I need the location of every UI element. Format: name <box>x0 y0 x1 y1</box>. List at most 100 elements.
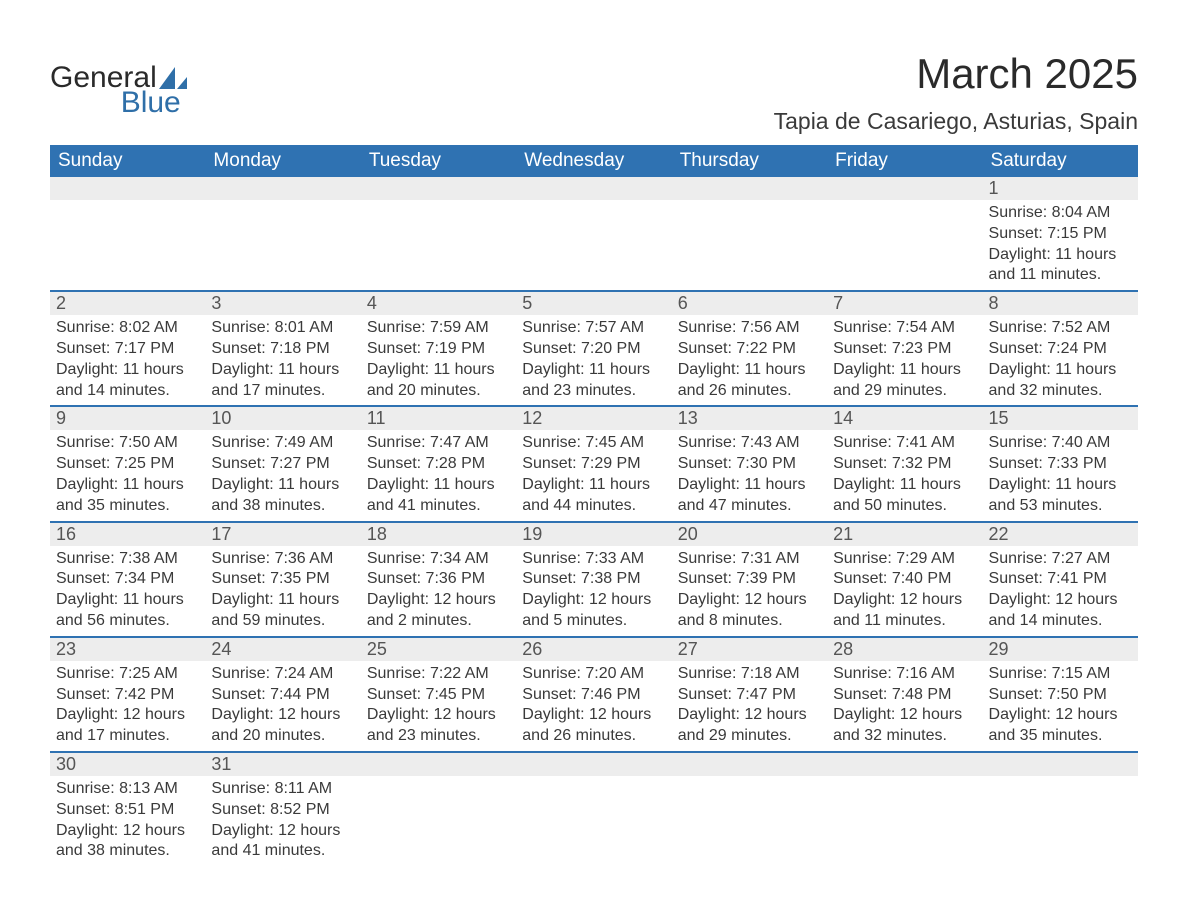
day-number-cell: 17 <box>205 522 360 546</box>
page-title: March 2025 <box>774 50 1138 98</box>
day-detail-cell: Sunrise: 7:15 AMSunset: 7:50 PMDaylight:… <box>983 661 1138 752</box>
sunset-line: Sunset: 7:44 PM <box>211 685 354 706</box>
sunset-line: Sunset: 7:41 PM <box>989 569 1132 590</box>
sunrise-line: Sunrise: 7:27 AM <box>989 549 1132 570</box>
weekday-header: Friday <box>827 145 982 177</box>
daylight-line: Daylight: 11 hours and 20 minutes. <box>367 360 510 402</box>
day-number-cell: 20 <box>672 522 827 546</box>
day-number-cell <box>361 177 516 200</box>
day-number-cell: 25 <box>361 637 516 661</box>
sunrise-line: Sunrise: 7:41 AM <box>833 433 976 454</box>
day-content-row: Sunrise: 8:04 AMSunset: 7:15 PMDaylight:… <box>50 200 1138 291</box>
daylight-line: Daylight: 12 hours and 38 minutes. <box>56 821 199 863</box>
sunset-line: Sunset: 7:48 PM <box>833 685 976 706</box>
day-number-cell: 31 <box>205 752 360 776</box>
daylight-line: Daylight: 11 hours and 11 minutes. <box>989 245 1132 287</box>
sunset-line: Sunset: 7:42 PM <box>56 685 199 706</box>
day-number-cell: 1 <box>983 177 1138 200</box>
sunset-line: Sunset: 7:18 PM <box>211 339 354 360</box>
day-detail-cell: Sunrise: 7:33 AMSunset: 7:38 PMDaylight:… <box>516 546 671 637</box>
daylight-line: Daylight: 11 hours and 38 minutes. <box>211 475 354 517</box>
daylight-line: Daylight: 11 hours and 41 minutes. <box>367 475 510 517</box>
day-detail-cell: Sunrise: 7:47 AMSunset: 7:28 PMDaylight:… <box>361 430 516 521</box>
sunrise-line: Sunrise: 7:54 AM <box>833 318 976 339</box>
sunset-line: Sunset: 7:28 PM <box>367 454 510 475</box>
day-number-row: 23242526272829 <box>50 637 1138 661</box>
day-detail-cell: Sunrise: 7:34 AMSunset: 7:36 PMDaylight:… <box>361 546 516 637</box>
day-detail-cell: Sunrise: 7:22 AMSunset: 7:45 PMDaylight:… <box>361 661 516 752</box>
day-number-cell: 21 <box>827 522 982 546</box>
sunset-line: Sunset: 7:17 PM <box>56 339 199 360</box>
sunset-line: Sunset: 7:38 PM <box>522 569 665 590</box>
day-detail-cell: Sunrise: 7:20 AMSunset: 7:46 PMDaylight:… <box>516 661 671 752</box>
day-detail-cell: Sunrise: 7:25 AMSunset: 7:42 PMDaylight:… <box>50 661 205 752</box>
daylight-line: Daylight: 11 hours and 53 minutes. <box>989 475 1132 517</box>
day-number-row: 1 <box>50 177 1138 200</box>
daylight-line: Daylight: 12 hours and 14 minutes. <box>989 590 1132 632</box>
location-subtitle: Tapia de Casariego, Asturias, Spain <box>774 108 1138 135</box>
daylight-line: Daylight: 12 hours and 11 minutes. <box>833 590 976 632</box>
daylight-line: Daylight: 12 hours and 17 minutes. <box>56 705 199 747</box>
day-detail-cell: Sunrise: 7:24 AMSunset: 7:44 PMDaylight:… <box>205 661 360 752</box>
day-number-cell: 23 <box>50 637 205 661</box>
daylight-line: Daylight: 11 hours and 35 minutes. <box>56 475 199 517</box>
sunset-line: Sunset: 7:22 PM <box>678 339 821 360</box>
day-detail-cell <box>672 200 827 291</box>
sunrise-line: Sunrise: 7:50 AM <box>56 433 199 454</box>
day-number-cell: 24 <box>205 637 360 661</box>
sunrise-line: Sunrise: 8:01 AM <box>211 318 354 339</box>
day-number-row: 16171819202122 <box>50 522 1138 546</box>
sunrise-line: Sunrise: 7:49 AM <box>211 433 354 454</box>
day-detail-cell: Sunrise: 7:49 AMSunset: 7:27 PMDaylight:… <box>205 430 360 521</box>
day-detail-cell: Sunrise: 7:54 AMSunset: 7:23 PMDaylight:… <box>827 315 982 406</box>
sunset-line: Sunset: 7:19 PM <box>367 339 510 360</box>
day-number-row: 2345678 <box>50 291 1138 315</box>
day-detail-cell: Sunrise: 7:52 AMSunset: 7:24 PMDaylight:… <box>983 315 1138 406</box>
sunset-line: Sunset: 7:35 PM <box>211 569 354 590</box>
day-number-cell <box>983 752 1138 776</box>
daylight-line: Daylight: 11 hours and 32 minutes. <box>989 360 1132 402</box>
daylight-line: Daylight: 12 hours and 32 minutes. <box>833 705 976 747</box>
title-block: March 2025 Tapia de Casariego, Asturias,… <box>774 50 1138 141</box>
calendar-header-row: SundayMondayTuesdayWednesdayThursdayFrid… <box>50 145 1138 177</box>
sunrise-line: Sunrise: 7:25 AM <box>56 664 199 685</box>
day-detail-cell: Sunrise: 7:36 AMSunset: 7:35 PMDaylight:… <box>205 546 360 637</box>
sunset-line: Sunset: 7:36 PM <box>367 569 510 590</box>
day-number-row: 9101112131415 <box>50 406 1138 430</box>
day-detail-cell: Sunrise: 7:40 AMSunset: 7:33 PMDaylight:… <box>983 430 1138 521</box>
sunset-line: Sunset: 7:46 PM <box>522 685 665 706</box>
sunrise-line: Sunrise: 7:45 AM <box>522 433 665 454</box>
daylight-line: Daylight: 12 hours and 41 minutes. <box>211 821 354 863</box>
sunrise-line: Sunrise: 8:02 AM <box>56 318 199 339</box>
day-number-cell <box>361 752 516 776</box>
day-content-row: Sunrise: 7:38 AMSunset: 7:34 PMDaylight:… <box>50 546 1138 637</box>
sunset-line: Sunset: 7:47 PM <box>678 685 821 706</box>
sunset-line: Sunset: 7:45 PM <box>367 685 510 706</box>
weekday-header: Thursday <box>672 145 827 177</box>
day-detail-cell: Sunrise: 8:02 AMSunset: 7:17 PMDaylight:… <box>50 315 205 406</box>
sunrise-line: Sunrise: 7:22 AM <box>367 664 510 685</box>
sunrise-line: Sunrise: 7:47 AM <box>367 433 510 454</box>
day-number-cell: 6 <box>672 291 827 315</box>
daylight-line: Daylight: 12 hours and 26 minutes. <box>522 705 665 747</box>
daylight-line: Daylight: 11 hours and 47 minutes. <box>678 475 821 517</box>
day-number-cell: 18 <box>361 522 516 546</box>
day-number-cell: 26 <box>516 637 671 661</box>
day-detail-cell: Sunrise: 8:01 AMSunset: 7:18 PMDaylight:… <box>205 315 360 406</box>
sunset-line: Sunset: 7:24 PM <box>989 339 1132 360</box>
day-number-cell: 3 <box>205 291 360 315</box>
weekday-header: Saturday <box>983 145 1138 177</box>
daylight-line: Daylight: 12 hours and 23 minutes. <box>367 705 510 747</box>
calendar-table: SundayMondayTuesdayWednesdayThursdayFrid… <box>50 145 1138 866</box>
day-number-cell: 30 <box>50 752 205 776</box>
sunset-line: Sunset: 7:29 PM <box>522 454 665 475</box>
day-detail-cell <box>516 776 671 866</box>
day-detail-cell: Sunrise: 7:56 AMSunset: 7:22 PMDaylight:… <box>672 315 827 406</box>
day-detail-cell: Sunrise: 8:11 AMSunset: 8:52 PMDaylight:… <box>205 776 360 866</box>
day-content-row: Sunrise: 7:25 AMSunset: 7:42 PMDaylight:… <box>50 661 1138 752</box>
day-detail-cell: Sunrise: 8:04 AMSunset: 7:15 PMDaylight:… <box>983 200 1138 291</box>
daylight-line: Daylight: 11 hours and 44 minutes. <box>522 475 665 517</box>
sunrise-line: Sunrise: 8:04 AM <box>989 203 1132 224</box>
day-number-cell <box>827 177 982 200</box>
day-number-cell: 13 <box>672 406 827 430</box>
